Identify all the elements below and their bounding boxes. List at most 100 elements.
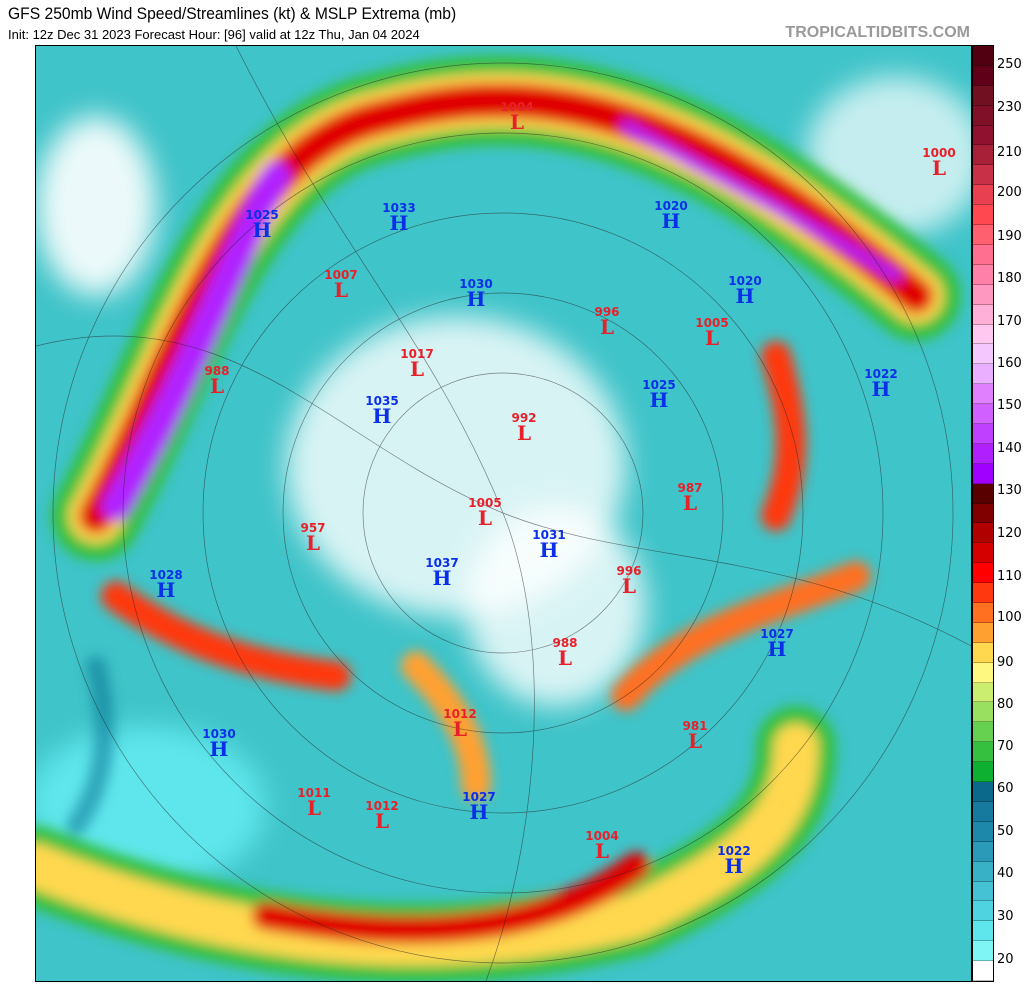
colorbar-swatch — [973, 364, 993, 385]
high-pressure-center: 1020 H — [654, 200, 687, 233]
colorbar-swatch — [973, 404, 993, 424]
low-pressure-center: 1011 L — [297, 786, 331, 818]
wind-speed-colorbar — [972, 45, 994, 982]
pressure-value: 1035 — [365, 394, 399, 408]
pressure-type: L — [452, 717, 468, 741]
colorbar-label: 100 — [997, 610, 1022, 625]
colorbar-label: 190 — [997, 229, 1022, 244]
high-pressure-center: 1037 H — [425, 557, 458, 588]
colorbar-swatch — [973, 603, 993, 623]
colorbar-swatch — [973, 961, 993, 981]
colorbar-swatch — [973, 782, 993, 802]
pressure-type: L — [931, 156, 947, 180]
pressure-type: L — [305, 531, 321, 555]
pressure-value: 1030 — [459, 277, 493, 291]
pressure-value: 1012 — [365, 799, 399, 813]
high-pressure-center: 1030 H — [202, 727, 236, 761]
high-pressure-center: 1028 H — [149, 569, 182, 602]
colorbar-swatch — [973, 46, 993, 66]
colorbar-swatch — [973, 901, 993, 922]
pressure-type: L — [687, 729, 703, 753]
pressure-value: 1027 — [462, 790, 496, 804]
high-pressure-center: 1035 H — [365, 394, 399, 428]
colorbar-label: 210 — [997, 145, 1022, 160]
high-pressure-center: 1027 H — [462, 790, 496, 824]
pressure-value: 1005 — [468, 496, 502, 510]
high-pressure-center: 1031 H — [532, 528, 566, 562]
colorbar-label: 160 — [997, 356, 1022, 371]
colorbar-swatch — [973, 105, 993, 126]
pressure-type: H — [871, 377, 891, 401]
colorbar-swatch — [973, 662, 993, 683]
colorbar-swatch — [973, 583, 993, 604]
pressure-type: L — [704, 326, 720, 350]
pressure-value: 992 — [511, 411, 537, 425]
pressure-type: L — [516, 421, 532, 445]
pressure-type: H — [539, 538, 559, 562]
low-pressure-center: 981 L — [682, 720, 707, 753]
pressure-type: L — [509, 110, 525, 134]
colorbar-label: 110 — [997, 569, 1022, 584]
pressure-type: H — [724, 854, 744, 878]
colorbar-label: 20 — [997, 952, 1014, 967]
colorbar-swatch — [973, 65, 993, 86]
colorbar-swatch — [973, 284, 993, 305]
pressure-type: L — [594, 839, 610, 863]
pressure-type: L — [621, 574, 637, 598]
low-pressure-center: 1012 L — [365, 799, 399, 831]
pressure-type: H — [466, 287, 486, 311]
pressure-value: 1005 — [695, 316, 729, 330]
pressure-type: L — [477, 506, 493, 530]
colorbar-swatch — [973, 165, 993, 186]
pressure-type: H — [372, 404, 392, 428]
colorbar-label: 200 — [997, 185, 1022, 200]
map-subtitle: Init: 12z Dec 31 2023 Forecast Hour: [96… — [8, 27, 420, 42]
pressure-value: 1000 — [922, 146, 956, 160]
colorbar-swatch — [973, 841, 993, 862]
pressure-value: 1025 — [642, 378, 676, 392]
colorbar-swatch — [973, 682, 993, 703]
pressure-value: 1025 — [245, 208, 279, 222]
colorbar-swatch — [973, 225, 993, 245]
pressure-type: H — [156, 578, 176, 602]
pressure-type: H — [661, 209, 681, 233]
pressure-value: 988 — [552, 636, 578, 650]
wind-speed-map: 1004 L 1000 L 1025 H 1033 H 1020 H 1007 L 1030 H 1020 H… — [35, 45, 972, 982]
pressure-value: 1017 — [400, 347, 434, 361]
colorbar-swatch — [973, 722, 993, 743]
colorbar-label: 150 — [997, 398, 1022, 413]
low-pressure-center: 988 L — [552, 636, 578, 668]
pressure-type: L — [599, 315, 615, 339]
colorbar-label: 30 — [997, 909, 1014, 924]
colorbar-swatch — [973, 762, 993, 783]
brand-watermark: TROPICALTIDBITS.COM — [785, 24, 970, 41]
colorbar-swatch — [973, 523, 993, 544]
pressure-value: 1011 — [297, 786, 331, 800]
colorbar-swatch — [973, 145, 993, 166]
pressure-value: 1030 — [202, 727, 236, 741]
low-pressure-center: 1005 L — [468, 496, 502, 530]
pressure-value: 1027 — [760, 627, 794, 641]
low-pressure-center: 1004 L — [500, 100, 534, 134]
colorbar-swatch — [973, 264, 993, 285]
high-pressure-center: 1027 H — [760, 627, 794, 659]
pressure-type: H — [735, 284, 755, 308]
colorbar-swatch — [973, 941, 993, 962]
colorbar-swatch — [973, 85, 993, 106]
low-pressure-center: 1000 L — [922, 146, 956, 180]
pressure-type: H — [469, 800, 489, 824]
low-pressure-center: 988 L — [204, 365, 229, 398]
colorbar-swatch — [973, 244, 993, 265]
pressure-type: H — [209, 737, 229, 761]
pressure-value: 1031 — [532, 528, 566, 542]
low-pressure-center: 987 L — [677, 482, 702, 513]
map-title: GFS 250mb Wind Speed/Streamlines (kt) & … — [8, 4, 457, 23]
low-pressure-center: 1017 L — [400, 347, 434, 379]
pressure-value: 1004 — [500, 100, 534, 114]
colorbar-label: 120 — [997, 526, 1022, 541]
pressure-type: L — [209, 374, 225, 398]
high-pressure-center: 1022 H — [717, 845, 750, 878]
colorbar-swatch — [973, 622, 993, 643]
colorbar-swatch — [973, 324, 993, 345]
colorbar-label: 90 — [997, 655, 1014, 670]
